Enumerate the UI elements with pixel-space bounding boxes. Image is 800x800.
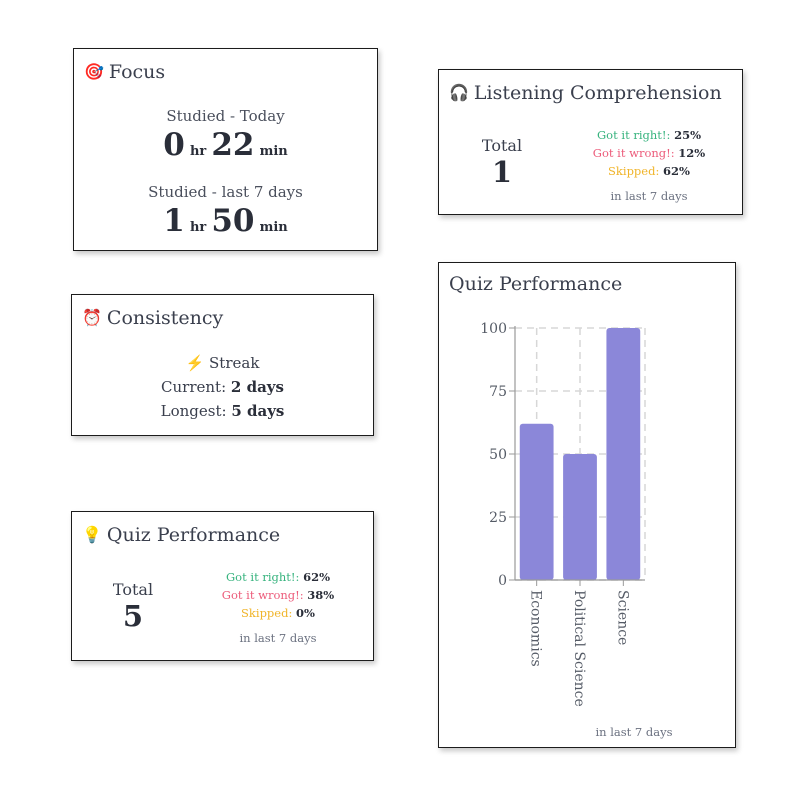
consistency-title: Consistency (106, 307, 224, 329)
x-tick-label: Science (614, 590, 630, 645)
week-minutes: 50 (211, 203, 255, 239)
wrong-stat: Got it wrong!: 12% (592, 146, 706, 160)
hours-unit: hr (189, 220, 207, 235)
quiz-bar-chart: 0 25 50 75 100 Economics Political Science Scie… (480, 321, 646, 707)
listening-total: Total 1 (465, 136, 539, 189)
consistency-title-row: ⏰ Consistency (82, 307, 223, 329)
listening-title-row: 🎧 Listening Comprehension (449, 82, 722, 104)
focus-title: Focus (108, 61, 166, 83)
quiz-chart-period: in last 7 days (595, 725, 673, 739)
listening-period: in last 7 days (610, 189, 688, 203)
skipped-stat: Skipped: 62% (608, 164, 690, 178)
today-label: Studied - Today (166, 107, 285, 125)
total-label: Total (481, 136, 523, 155)
wrong-stat: Got it wrong!: 38% (221, 588, 335, 602)
consistency-card: ⏰ Consistency ⚡ Streak Current: 2 days L… (71, 294, 374, 436)
quiz-summary-card: 💡 Quiz Performance Total 5 Got it right!… (71, 511, 374, 661)
listening-card: 🎧 Listening Comprehension Total 1 Got it… (438, 69, 743, 215)
week-duration: 1 hr 50 min (74, 203, 377, 239)
quiz-title-row: 💡 Quiz Performance (82, 524, 280, 546)
week-hours: 1 (163, 203, 185, 239)
y-tick-label: 0 (498, 573, 507, 589)
minutes-unit: min (259, 144, 288, 159)
minutes-unit: min (259, 220, 288, 235)
listening-stats: Got it right!: 25% Got it wrong!: 12% Sk… (579, 126, 719, 180)
quiz-stats: Got it right!: 62% Got it wrong!: 38% Sk… (208, 568, 348, 622)
quiz-chart-card: Quiz Performance 0 25 50 75 100 Economics Poli… (438, 262, 736, 748)
total-value: 1 (491, 155, 513, 189)
today-hours: 0 (163, 127, 185, 163)
current-streak: Current: 2 days (161, 378, 284, 396)
lightbulb-icon: 💡 (82, 525, 102, 544)
y-tick-label: 50 (489, 447, 507, 463)
headphones-icon: 🎧 (449, 83, 469, 102)
listening-title: Listening Comprehension (473, 82, 722, 104)
bar-economics[interactable] (519, 423, 554, 580)
week-label: Studied - last 7 days (148, 183, 303, 201)
bar-political-science[interactable] (563, 454, 597, 580)
focus-card: 🎯 Focus Studied - Today 0 hr 22 min Stud… (73, 48, 378, 251)
y-tick-label: 75 (489, 384, 507, 400)
quiz-title: Quiz Performance (106, 524, 281, 546)
total-value: 5 (122, 599, 144, 633)
x-tick-label: Political Science (571, 590, 587, 707)
quiz-chart-title: Quiz Performance (449, 273, 623, 295)
total-label: Total (112, 580, 154, 599)
longest-streak: Longest: 5 days (160, 402, 285, 420)
today-minutes: 22 (211, 127, 255, 163)
streak-heading: ⚡ Streak (72, 354, 373, 372)
quiz-total: Total 5 (96, 580, 170, 633)
lightning-icon: ⚡ (185, 354, 205, 372)
y-tick-label: 100 (480, 321, 507, 337)
y-tick-label: 25 (489, 510, 507, 526)
today-duration: 0 hr 22 min (74, 127, 377, 163)
skipped-stat: Skipped: 0% (241, 606, 315, 620)
quiz-period: in last 7 days (239, 631, 317, 645)
right-stat: Got it right!: 62% (226, 570, 330, 584)
hours-unit: hr (189, 144, 207, 159)
bar-science[interactable] (606, 328, 641, 580)
alarm-clock-icon: ⏰ (82, 308, 102, 327)
x-tick-label: Economics (528, 590, 544, 667)
right-stat: Got it right!: 25% (597, 128, 701, 142)
focus-title-row: 🎯 Focus (84, 61, 165, 83)
streak-label: Streak (209, 354, 260, 372)
target-icon: 🎯 (84, 62, 104, 81)
